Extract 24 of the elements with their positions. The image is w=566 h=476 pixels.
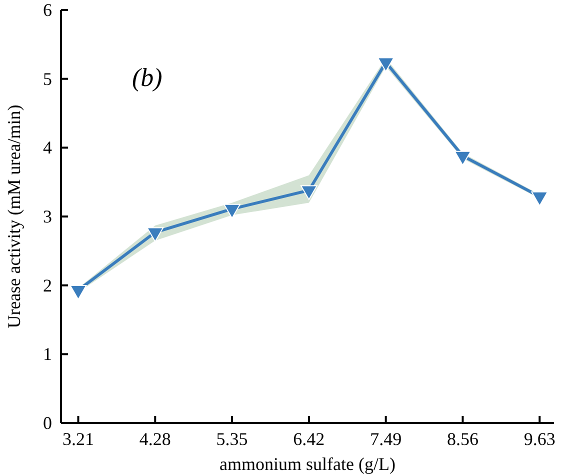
y-tick-label: 5 xyxy=(43,68,52,89)
point xyxy=(300,185,318,200)
y-tick-label: 6 xyxy=(43,0,52,20)
point xyxy=(146,227,164,242)
x-tick-label: 3.21 xyxy=(62,429,94,449)
point xyxy=(454,150,472,166)
x-tick-label: 7.49 xyxy=(370,429,402,449)
x-tick-label: 8.56 xyxy=(446,429,478,449)
y-tick-label: 0 xyxy=(43,413,52,433)
x-tick-label: 9.63 xyxy=(524,429,556,449)
point xyxy=(377,57,394,72)
y-axis-title: Urease activity (mM urea/min) xyxy=(4,104,24,328)
x-axis-title: ammonium sulfate (g/L) xyxy=(220,454,396,474)
x-tick-label: 5.35 xyxy=(216,429,248,449)
y-tick-label: 3 xyxy=(43,206,52,226)
point xyxy=(224,204,241,219)
y-tick-label: 2 xyxy=(43,275,52,296)
point xyxy=(70,285,87,300)
point xyxy=(531,191,548,206)
y-tick-label: 1 xyxy=(43,344,52,364)
x-tick-label: 4.28 xyxy=(139,429,171,449)
x-tick-label: 6.42 xyxy=(293,429,325,449)
y-tick-label: 4 xyxy=(43,138,52,158)
annotation: (b) xyxy=(132,63,162,92)
